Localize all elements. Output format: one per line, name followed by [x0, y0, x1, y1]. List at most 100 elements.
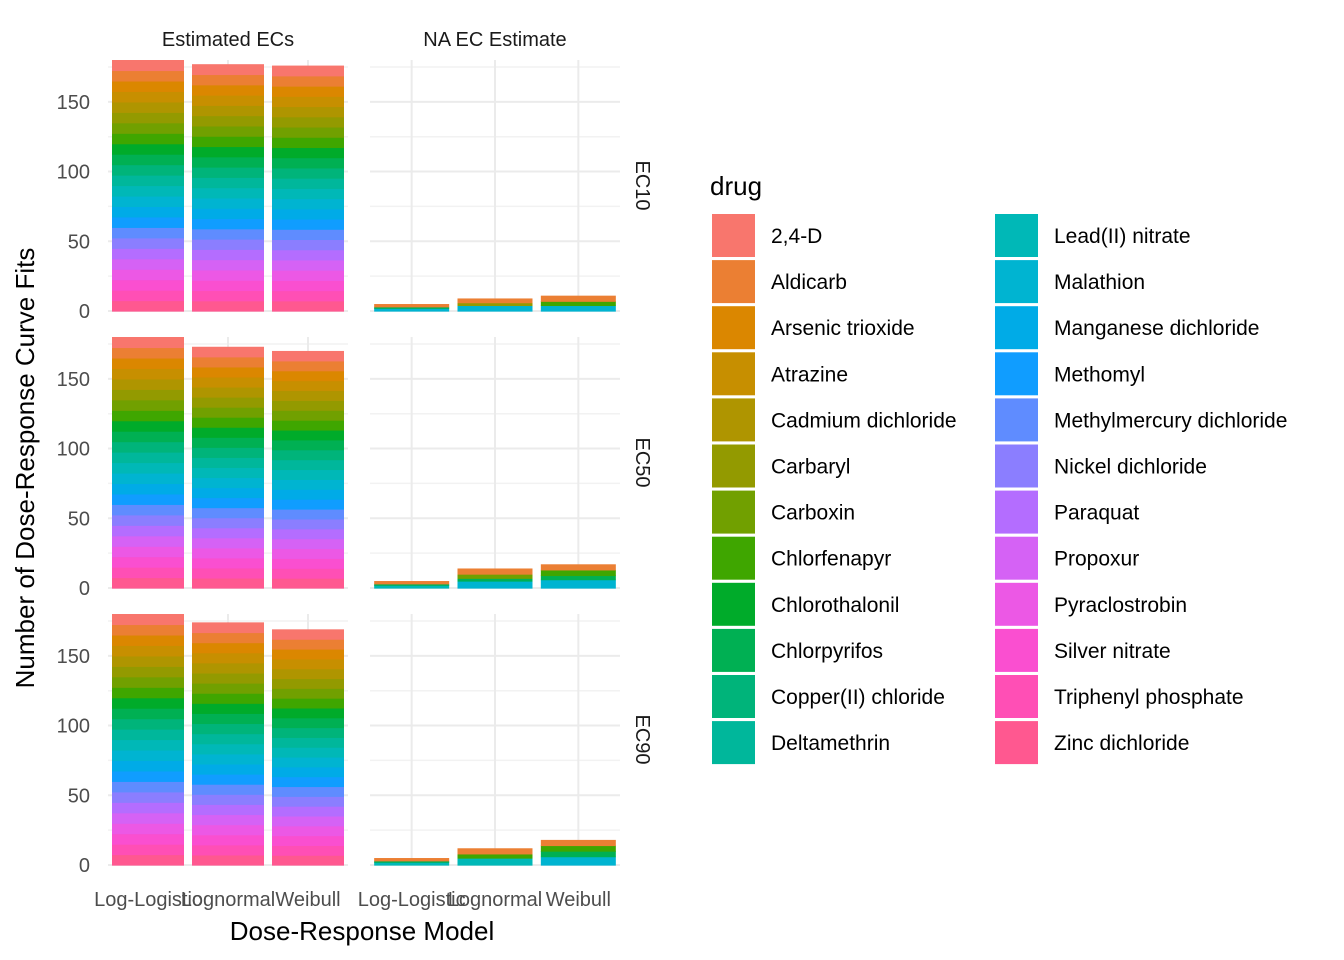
- bar-segment-aldicarb: [457, 298, 533, 304]
- legend-swatch: [995, 675, 1038, 718]
- x-axis-title: Dose-Response Model: [230, 916, 494, 946]
- legend-item-pyraclostrobin: Pyraclostrobin: [995, 582, 1187, 626]
- tick-labels: 050100150050100150050100150Log-LogisticL…: [57, 92, 611, 911]
- bar-segment-nickel-dichloride: [272, 518, 344, 530]
- bar-segment-chlorfenapyr: [112, 410, 184, 422]
- bar-segment-paraquat: [192, 249, 264, 261]
- legend-label: Arsenic trioxide: [771, 317, 915, 340]
- x-tick-label-weibull: Weibull: [275, 889, 340, 911]
- bar-segment-lead-ii-nitrate: [374, 862, 450, 866]
- bar-segment-arsenic-trioxide: [192, 366, 264, 378]
- panel-ec10-estimated-ecs: [112, 60, 344, 312]
- bar-segment-pyraclostrobin: [192, 269, 264, 281]
- bar-segment-triphenyl-phosphate: [272, 290, 344, 302]
- bar-segment-paraquat: [272, 806, 344, 817]
- panel-ec50-na-ec-estimate: [374, 564, 616, 589]
- bar-segment-chlorpyrifos: [112, 431, 184, 443]
- bar-segment-arsenic-trioxide: [272, 648, 344, 660]
- bar-segment-2-4-d: [192, 622, 264, 634]
- bar-segment-carboxin: [112, 122, 184, 134]
- bar-segment-deltamethrin: [272, 178, 344, 189]
- legend-label: Manganese dichloride: [1054, 317, 1259, 340]
- bar-segment-methylmercury-dichloride: [272, 786, 344, 797]
- bar-segment-aldicarb: [540, 295, 616, 302]
- bar-segment-carbaryl: [457, 302, 533, 307]
- bar-segment-arsenic-trioxide: [192, 642, 264, 654]
- bar-segment-cadmium-dichloride: [192, 662, 264, 674]
- legend-label: Triphenyl phosphate: [1054, 686, 1244, 709]
- bar-segment-nickel-dichloride: [112, 791, 184, 803]
- bar-segment-pyraclostrobin: [112, 546, 184, 558]
- bar-segment-copper-ii-chloride: [272, 449, 344, 461]
- legend: drug 2,4-D Aldicarb Arsenic trioxide Atrazi…: [710, 171, 1287, 765]
- grid-layer: [108, 60, 620, 866]
- bar-segment-malathion: [112, 195, 184, 208]
- bar-segment-methylmercury-dichloride: [192, 784, 264, 795]
- legend-swatch: [995, 444, 1038, 488]
- legend-label: Cadmium dichloride: [771, 409, 957, 432]
- bar-segment-malathion: [272, 198, 344, 210]
- legend-swatch: [995, 352, 1038, 396]
- panel-grid: [370, 337, 620, 589]
- bar-lognormal: [457, 568, 533, 589]
- bar-segment-chlorpyrifos: [112, 708, 184, 720]
- bar-segment-propoxur: [272, 259, 344, 271]
- bar-segment-malathion: [374, 308, 450, 312]
- legend-label: Carbaryl: [771, 456, 850, 479]
- bar-lognormal: [457, 848, 533, 866]
- bar-segment-malathion: [457, 581, 533, 589]
- legend-item-deltamethrin: Deltamethrin: [712, 721, 890, 765]
- strip-labels: Estimated ECs NA EC Estimate EC10 EC50 EC90: [162, 29, 653, 765]
- bar-segment-carboxin: [192, 407, 264, 418]
- bar-segment-propoxur: [272, 538, 344, 550]
- bar-segment-lead-ii-nitrate: [112, 462, 184, 474]
- bar-segment-methomyl: [192, 497, 264, 509]
- y-tick-label: 150: [57, 646, 90, 668]
- bar-segment-silver-nitrate: [192, 557, 264, 569]
- bar-segment-methomyl: [112, 493, 184, 505]
- y-tick-label: 100: [57, 162, 90, 184]
- bar-segment-carboxin: [457, 574, 533, 579]
- bar-segment-deltamethrin: [192, 177, 264, 189]
- legend-swatch: [995, 536, 1038, 580]
- bar-segment-zinc-dichloride: [192, 300, 264, 312]
- bar-segment-silver-nitrate: [272, 280, 344, 292]
- bar-segment-carboxin: [272, 410, 344, 421]
- bar-segment-lead-ii-nitrate: [272, 188, 344, 200]
- bar-segment-propoxur: [272, 815, 344, 827]
- bar-segment-pyraclostrobin: [112, 823, 184, 835]
- bar-segment-atrazine: [112, 368, 184, 380]
- bar-segment-nickel-dichloride: [192, 517, 264, 529]
- panel-ec90-estimated-ecs: [112, 614, 344, 866]
- bar-lognormal: [457, 298, 533, 312]
- bar-segment-paraquat: [192, 804, 264, 816]
- bar-segment-aldicarb: [112, 347, 184, 359]
- bar-weibull: [540, 564, 616, 589]
- legend-label: Copper(II) chloride: [771, 686, 945, 709]
- bar-segment-copper-ii-chloride: [272, 167, 344, 179]
- bar-segment-atrazine: [192, 376, 264, 388]
- bar-segment-chlorothalonil: [192, 427, 264, 438]
- bar-segment-aldicarb: [192, 356, 264, 368]
- bar-segment-atrazine: [192, 652, 264, 664]
- bar-segment-pyraclostrobin: [272, 825, 344, 837]
- bar-segment-deltamethrin: [192, 733, 264, 745]
- legend-item-triphenyl-phosphate: Triphenyl phosphate: [995, 675, 1244, 718]
- bar-segment-methylmercury-dichloride: [112, 227, 184, 239]
- bar-segment-triphenyl-phosphate: [112, 567, 184, 579]
- bar-lognormal: [192, 622, 264, 866]
- bar-segment-silver-nitrate: [192, 280, 264, 292]
- bar-segment-chlorpyrifos: [374, 860, 450, 863]
- legend-label: Malathion: [1054, 271, 1145, 294]
- bar-segment-chlorpyrifos: [540, 851, 616, 858]
- bar-segment-pyraclostrobin: [272, 548, 344, 559]
- bar-segment-chlorothalonil: [272, 429, 344, 441]
- bar-segment-deltamethrin: [112, 452, 184, 464]
- bar-segment-cadmium-dichloride: [272, 390, 344, 401]
- bar-segment-triphenyl-phosphate: [272, 845, 344, 856]
- bar-segment-cadmium-dichloride: [272, 106, 344, 118]
- legend-item-nickel-dichloride: Nickel dichloride: [995, 444, 1207, 488]
- bar-segment-chlorpyrifos: [272, 439, 344, 451]
- bar-segment-carbaryl: [272, 678, 344, 689]
- bar-segment-atrazine: [112, 645, 184, 657]
